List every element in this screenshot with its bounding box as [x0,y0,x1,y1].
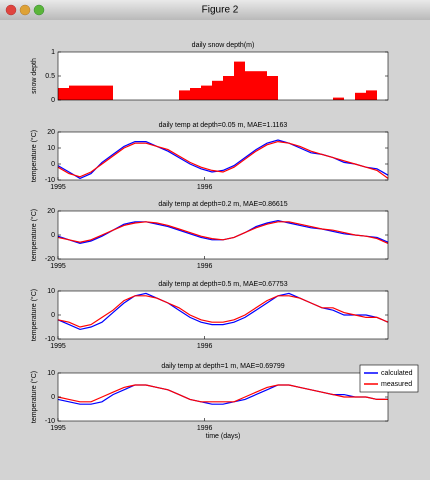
y-axis-label: temperature (°C) [30,130,38,182]
chart-title: daily temp at depth=0.05 m, MAE=1.1163 [159,122,288,129]
chart-title: daily temp at depth=1 m, MAE=0.69799 [161,363,284,370]
y-tick-label: 0 [51,161,55,168]
bar [201,85,212,100]
bar [69,85,80,100]
bar [91,85,102,100]
y-tick-label: 0 [51,312,55,319]
plot-area [58,132,388,180]
series-line [57,295,389,328]
bar [223,76,234,100]
legend-label: calculated [381,370,413,377]
bar [234,61,245,100]
title-bar [0,0,430,20]
bar [102,85,113,100]
y-tick-label: 0.5 [45,73,55,80]
chart-title: daily snow depth(m) [192,42,255,49]
y-axis-label: temperature (°C) [30,209,38,261]
bar [179,90,190,100]
y-axis-label: snow depth [31,58,38,94]
x-axis-label: time (days) [206,433,241,440]
y-tick-label: 1 [51,49,55,56]
bar [245,71,256,100]
y-tick-label: 0 [51,394,55,401]
bar [80,85,91,100]
y-axis-label: temperature (°C) [30,289,38,341]
series-line [57,140,389,179]
bar [256,71,267,100]
x-tick-label: 1995 [50,184,66,191]
legend-label: measured [381,381,412,388]
y-tick-label: 0 [51,97,55,104]
y-axis-label: temperature (°C) [30,371,38,423]
axes-frame [57,131,389,181]
y-tick-label: -20 [45,256,55,263]
plot-area [58,211,388,259]
plot-area [58,291,388,339]
x-tick-label: 1995 [50,263,66,270]
bar [190,88,201,100]
bar [212,80,223,100]
y-tick-label: 0 [51,232,55,239]
y-tick-label: -10 [45,418,55,425]
y-tick-label: 10 [47,370,55,377]
window-title: Figure 2 [202,5,239,16]
bar [58,88,69,100]
close-button[interactable] [5,4,17,16]
legend-box [359,364,419,393]
series-line [57,292,389,331]
x-tick-label: 1996 [197,343,213,350]
bar [267,76,278,100]
minimize-button[interactable] [19,4,31,16]
y-tick-label: 20 [47,129,55,136]
x-tick-label: 1995 [50,425,66,432]
bar [355,92,366,100]
bar [366,90,377,100]
y-tick-label: -10 [45,336,55,343]
x-tick-label: 1996 [197,263,213,270]
bar [333,97,344,100]
chart-title: daily temp at depth=0.5 m, MAE=0.67753 [158,281,287,288]
series-line [57,221,389,244]
series-line [57,384,388,403]
chart-title: daily temp at depth=0.2 m, MAE=0.86615 [158,201,287,208]
plot-area [58,373,388,421]
x-tick-label: 1996 [197,184,213,191]
x-tick-label: 1995 [50,343,66,350]
y-tick-label: -10 [45,177,55,184]
y-tick-label: 10 [47,288,55,295]
y-tick-label: 10 [47,145,55,152]
zoom-button[interactable] [33,4,45,16]
x-tick-label: 1996 [197,425,213,432]
y-tick-label: 20 [47,208,55,215]
